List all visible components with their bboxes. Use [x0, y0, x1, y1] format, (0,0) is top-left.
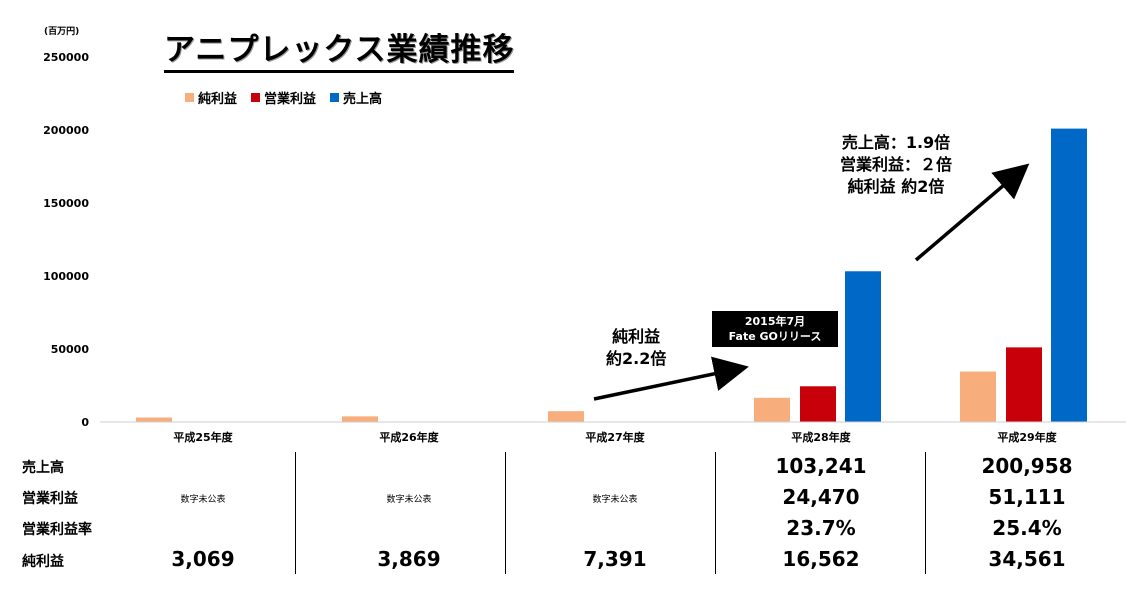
x-tick-label: 平成26年度 — [379, 430, 439, 444]
annotation-final-growth-line2: 営業利益：２倍 — [840, 155, 953, 174]
legend-swatch-net-income — [185, 93, 194, 102]
x-tick-label: 平成28年度 — [791, 430, 851, 444]
annotation-final-growth: 売上高：1.9倍 営業利益：２倍 純利益 約2倍 — [840, 132, 952, 198]
annotation-final-growth-line3: 純利益 約2倍 — [847, 177, 945, 196]
bar-sales — [845, 271, 881, 422]
legend-swatch-operating-income — [251, 93, 261, 102]
y-tick-label: 0 — [81, 416, 89, 429]
legend-label-net-income: 純利益 — [198, 92, 238, 107]
y-tick-label: 100000 — [43, 270, 89, 283]
table-cell-net: 3,869 — [377, 547, 441, 571]
annotation-final-growth-line1: 売上高：1.9倍 — [841, 133, 951, 152]
bar-operating-income — [1006, 347, 1042, 422]
release-callout-line2: Fate GOリリース — [728, 330, 822, 343]
table-divider — [715, 452, 716, 574]
y-tick-label: 150000 — [43, 197, 89, 210]
table-cell-net: 16,562 — [782, 547, 860, 571]
y-tick-label: 200000 — [43, 124, 89, 137]
table-cell-margin: 25.4% — [992, 516, 1062, 540]
table-label-margin: 営業利益率 — [22, 522, 92, 538]
bar-operating-income — [800, 386, 836, 422]
page-title: アニプレックス業績推移 — [164, 30, 515, 73]
legend-item-operating-income: 営業利益 — [251, 88, 316, 107]
y-tick-label: 250000 — [43, 51, 89, 64]
table-divider — [295, 452, 296, 574]
table-cell-operating: 数字未公表 — [592, 495, 638, 505]
legend-swatch-sales — [330, 93, 340, 102]
x-tick-label: 平成25年度 — [173, 430, 233, 444]
table-label-sales: 売上高 — [22, 460, 64, 476]
bar-net-income — [342, 416, 378, 422]
legend-label-operating-income: 営業利益 — [264, 92, 317, 107]
legend-item-net-income: 純利益 — [185, 88, 237, 107]
table-cell-operating: 数字未公表 — [180, 495, 226, 505]
bar-net-income — [548, 411, 584, 422]
legend-label-sales: 売上高 — [343, 92, 383, 107]
arrow-growth-2 — [914, 163, 1030, 262]
annotation-net-growth-line2: 約2.2倍 — [606, 349, 667, 368]
table-cell-operating: 51,111 — [988, 485, 1066, 509]
table-label-operating: 営業利益 — [22, 491, 78, 507]
table-divider — [925, 452, 926, 574]
table-cell-operating: 数字未公表 — [386, 495, 432, 505]
annotation-net-growth: 純利益 約2.2倍 — [606, 326, 666, 370]
x-tick-label: 平成29年度 — [997, 430, 1057, 444]
y-tick-label: 50000 — [51, 343, 90, 356]
bar-net-income — [754, 397, 790, 422]
bar-net-income — [960, 371, 996, 422]
legend: 純利益 営業利益 売上高 — [185, 88, 382, 107]
table-cell-operating: 24,470 — [782, 485, 860, 509]
table-cell-net: 3,069 — [171, 547, 235, 571]
table-cell-net: 34,561 — [988, 547, 1066, 571]
legend-item-sales: 売上高 — [330, 88, 382, 107]
bar-net-income — [136, 417, 172, 422]
release-callout: 2015年7月 Fate GOリリース — [712, 311, 838, 347]
table-label-net: 純利益 — [22, 554, 64, 570]
table-cell-sales: 200,958 — [981, 454, 1073, 478]
table-cell-margin: 23.7% — [786, 516, 856, 540]
annotation-net-growth-line1: 純利益 — [612, 327, 661, 346]
bar-sales — [1051, 128, 1087, 422]
table-cell-sales: 103,241 — [775, 454, 867, 478]
release-callout-line1: 2015年7月 — [744, 315, 806, 328]
table-cell-net: 7,391 — [583, 547, 647, 571]
arrow-growth-1 — [593, 356, 749, 401]
table-divider — [505, 452, 506, 574]
x-tick-label: 平成27年度 — [585, 430, 645, 444]
y-axis-unit: (百万円) — [44, 27, 80, 37]
